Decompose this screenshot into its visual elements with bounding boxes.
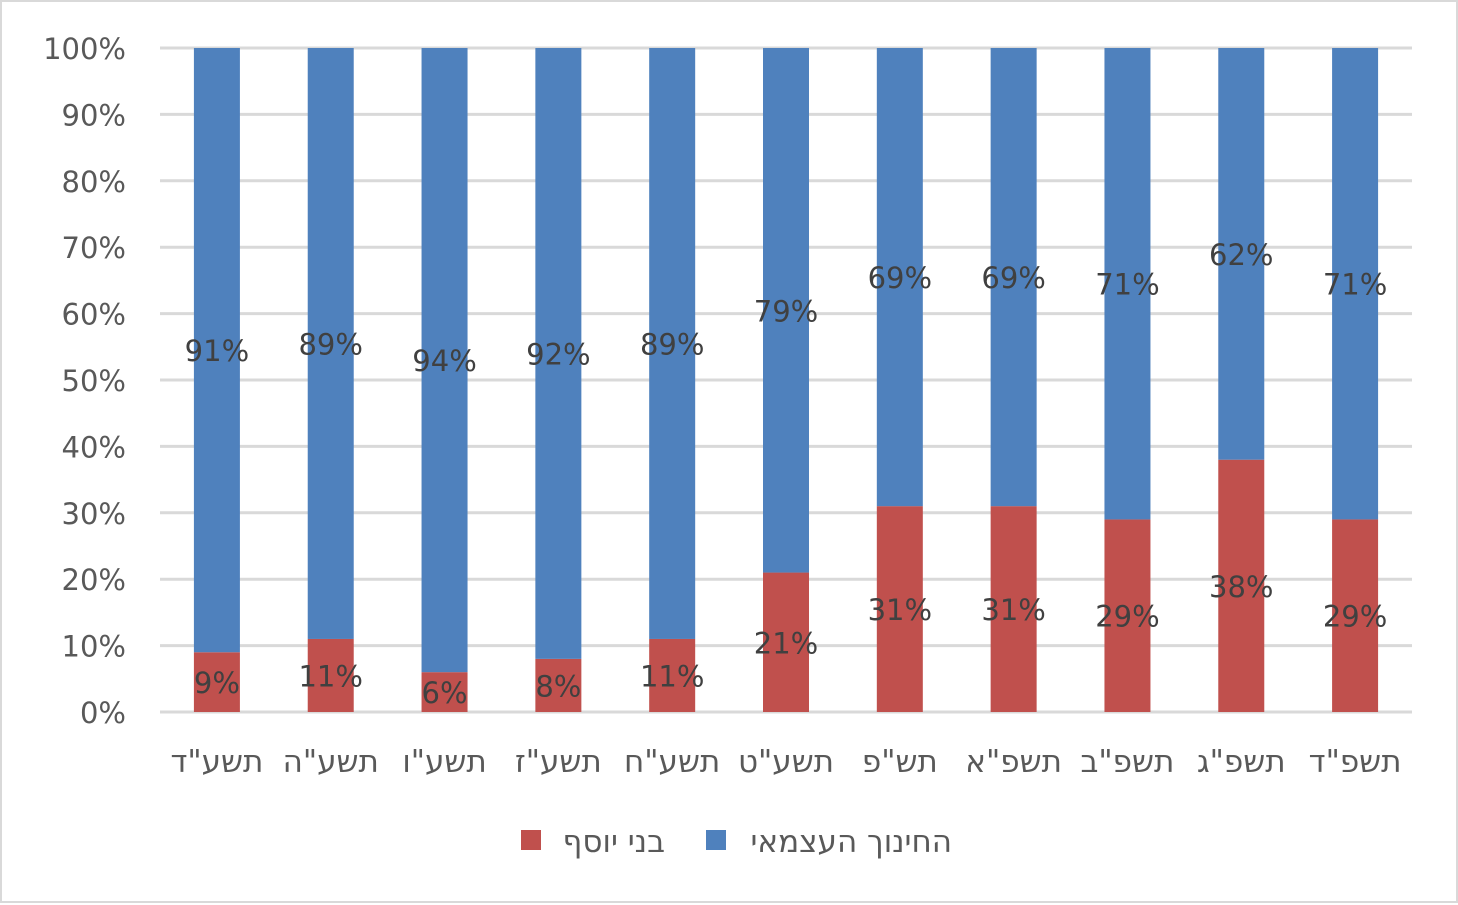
bar-segment: [1218, 459, 1265, 712]
y-tick-label: 10%: [62, 630, 126, 664]
data-label: 31%: [981, 593, 1045, 627]
data-label: 11%: [298, 659, 362, 693]
bar-segment: [421, 48, 468, 673]
y-tick-label: 30%: [62, 497, 126, 531]
bar-segment: [990, 48, 1037, 507]
y-tick-label: 40%: [62, 430, 126, 464]
y-tick-label: 60%: [62, 298, 126, 332]
data-label: 71%: [1095, 268, 1159, 302]
bar-segment: [1104, 519, 1151, 712]
x-tick-label: תשע"ט: [738, 744, 834, 780]
data-label: 38%: [1209, 570, 1273, 604]
bar-segment: [990, 506, 1037, 712]
data-label: 69%: [981, 261, 1045, 295]
data-label: 29%: [1095, 600, 1159, 634]
x-tick-label: תשע"ה: [283, 744, 379, 780]
bar-segment: [763, 572, 809, 712]
data-label: 31%: [868, 593, 932, 627]
y-tick-label: 20%: [62, 563, 126, 597]
data-label: 79%: [754, 294, 818, 328]
bar-segment: [763, 48, 809, 573]
x-tick-label: תשפ"א: [965, 744, 1062, 780]
data-label: 91%: [185, 334, 249, 368]
x-tick-label: תש"פ: [862, 744, 938, 780]
bar-segment: [193, 652, 240, 712]
bar-segment: [1104, 48, 1151, 520]
data-label: 8%: [535, 669, 581, 703]
data-label: 6%: [422, 676, 468, 710]
bar-segment: [307, 48, 354, 639]
legend-swatch: [521, 830, 541, 850]
y-tick-label: 70%: [62, 231, 126, 265]
legend-swatch: [706, 830, 726, 850]
x-tick-label: תשפ"ג: [1197, 744, 1286, 780]
data-label: 89%: [298, 327, 362, 361]
legend-label: בני יוסף: [563, 824, 665, 860]
bar-segment: [421, 672, 468, 712]
x-tick-label: תשע"ז: [515, 744, 602, 780]
x-tick-label: תשפ"ד: [1309, 744, 1402, 780]
y-tick-label: 90%: [62, 98, 126, 132]
data-label: 29%: [1323, 600, 1387, 634]
bar-segment: [1332, 519, 1379, 712]
x-tick-label: תשפ"ב: [1081, 744, 1175, 780]
bar-segment: [876, 48, 923, 507]
data-label: 21%: [754, 626, 818, 660]
data-label: 62%: [1209, 238, 1273, 272]
bar-segment: [307, 638, 354, 712]
bar-segment: [649, 48, 696, 639]
bar-segment: [649, 638, 696, 712]
bar-segment: [1332, 48, 1379, 520]
data-label: 71%: [1323, 268, 1387, 302]
y-tick-label: 100%: [43, 32, 126, 66]
bar-segment: [876, 506, 923, 712]
data-label: 9%: [194, 666, 240, 700]
x-tick-label: תשע"ד: [170, 744, 263, 780]
data-label: 11%: [640, 659, 704, 693]
x-tick-label: תשע"ח: [624, 744, 720, 780]
data-label: 69%: [868, 261, 932, 295]
y-tick-label: 0%: [80, 696, 126, 730]
bar-segment: [193, 48, 240, 653]
bar-segment: [535, 48, 582, 659]
data-label: 94%: [412, 344, 476, 378]
data-label: 89%: [640, 327, 704, 361]
y-tick-label: 80%: [62, 165, 126, 199]
x-tick-label: תשע"ו: [402, 744, 486, 780]
bar-segment: [1218, 48, 1265, 460]
bar-segment: [535, 658, 582, 712]
y-tick-label: 50%: [62, 364, 126, 398]
data-label: 92%: [526, 337, 590, 371]
legend-label: החינוך העצמאי: [750, 824, 952, 860]
